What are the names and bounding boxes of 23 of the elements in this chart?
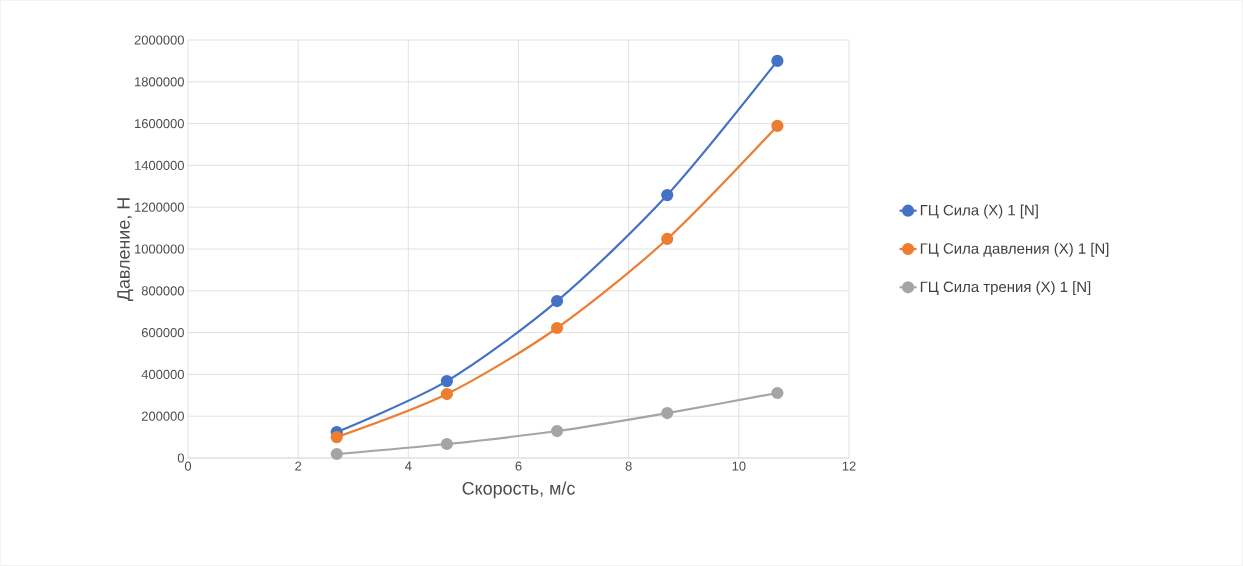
y-tick-label: 1800000 xyxy=(135,77,184,87)
y-tick-label: 800000 xyxy=(141,286,184,296)
y-tick-label: 400000 xyxy=(141,369,184,379)
y-tick-label: 1000000 xyxy=(135,244,184,254)
y-tick-label: 1200000 xyxy=(135,202,184,212)
y-tick-label: 2000000 xyxy=(134,35,184,45)
y-axis-title: Давление, Н xyxy=(117,198,134,302)
x-tick-label: 4 xyxy=(405,461,412,471)
y-tick-label: 0 xyxy=(177,453,184,463)
x-tick-label: 10 xyxy=(732,461,746,471)
legend-label: ГЦ Сила (X) 1 [N] xyxy=(920,204,1038,219)
y-tick-label: 1400000 xyxy=(135,160,184,170)
y-tick-label: 1600000 xyxy=(135,119,184,129)
y-tick-label: 600000 xyxy=(141,328,184,338)
x-axis-title: Скорость, м/с xyxy=(462,481,575,499)
legend-label: ГЦ Сила трения (X) 1 [N] xyxy=(920,281,1091,296)
x-tick-label: 2 xyxy=(295,461,302,471)
x-tick-label: 0 xyxy=(184,461,192,471)
x-tick-label: 6 xyxy=(515,461,522,471)
y-tick-label: 200000 xyxy=(141,411,184,421)
x-tick-label: 12 xyxy=(842,461,856,471)
legend-label: ГЦ Сила давления (X) 1 [N] xyxy=(920,242,1109,257)
x-tick-label: 8 xyxy=(625,461,632,471)
